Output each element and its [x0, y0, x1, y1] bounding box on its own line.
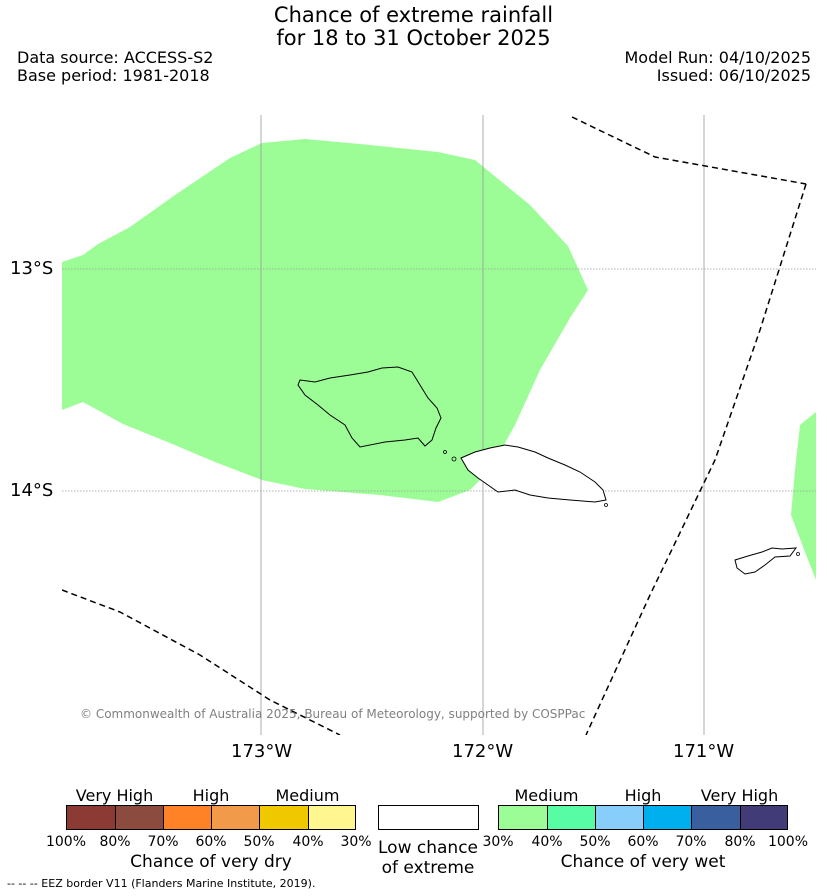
dry-tick: 50% [243, 834, 275, 850]
eez-border-note: -- -- -- EEZ border V11 (Flanders Marine… [7, 877, 316, 890]
wet-swatch-80-100 [740, 805, 788, 830]
islet-aunuu [796, 552, 800, 556]
issued-date: Issued: 06/10/2025 [656, 66, 811, 85]
island-tutuila [734, 547, 798, 575]
dry-tick: 100% [45, 834, 87, 850]
copyright-notice: © Commonwealth of Australia 2025, Bureau… [80, 707, 586, 721]
dry-swatch-40-30 [308, 805, 356, 830]
wet-swatch-60-70 [643, 805, 692, 830]
lon-label-171w: 171°W [673, 741, 735, 762]
wet-swatch-30-40 [498, 805, 548, 830]
map-title-line1: Chance of extreme rainfall [273, 3, 554, 27]
eez-border-north [571, 116, 807, 185]
island-upolu [460, 444, 607, 503]
wet-tick: 60% [627, 834, 659, 850]
dry-category-medium: Medium [275, 786, 340, 805]
wet-tick: 50% [579, 834, 611, 850]
dry-tick: 30% [340, 834, 372, 850]
map-title-line2: for 18 to 31 October 2025 [276, 26, 551, 50]
lat-label-14s: 14°S [10, 480, 54, 501]
dry-tick: 70% [147, 834, 179, 850]
wet-tick: 40% [531, 834, 563, 850]
dry-swatch-60-50 [211, 805, 260, 830]
low-chance-label-line1: Low chance [378, 838, 478, 858]
dry-swatch-50-40 [259, 805, 309, 830]
wet-category-medium: Medium [514, 786, 579, 805]
low-chance-label-line2: of extreme [381, 858, 475, 878]
wet-tick: 100% [767, 834, 809, 850]
islet-east-upolu [604, 503, 608, 507]
wet-category-high: High [624, 786, 662, 805]
dry-swatch-100-80 [66, 805, 116, 830]
wet-tick: 80% [724, 834, 756, 850]
wet-region-east [791, 412, 816, 580]
wet-tick: 30% [482, 834, 514, 850]
map [62, 115, 816, 735]
dry-category-very-high: Very High [75, 786, 154, 805]
dry-legend-label: Chance of very dry [130, 852, 292, 872]
wet-tick: 70% [675, 834, 707, 850]
wet-swatch-50-60 [595, 805, 644, 830]
wet-swatch-40-50 [547, 805, 596, 830]
islet-manono [451, 456, 457, 462]
data-source: Data source: ACCESS-S2 [17, 48, 214, 67]
lat-label-13s: 13°S [10, 258, 54, 279]
eez-border-southwest [62, 589, 341, 735]
dry-tick: 40% [292, 834, 324, 850]
wet-category-very-high: Very High [700, 786, 779, 805]
dry-tick: 80% [99, 834, 131, 850]
base-period: Base period: 1981-2018 [17, 66, 210, 85]
islet-apolima [443, 450, 447, 454]
model-run: Model Run: 04/10/2025 [624, 48, 812, 67]
lon-label-172w: 172°W [452, 741, 514, 762]
dry-category-high: High [192, 786, 230, 805]
low-chance-swatch [378, 805, 479, 830]
lon-label-173w: 173°W [231, 741, 293, 762]
wet-region-main [62, 139, 588, 502]
wet-swatch-70-80 [691, 805, 741, 830]
eez-border-east [585, 183, 807, 735]
island-savaii [297, 366, 442, 448]
dry-swatch-80-70 [115, 805, 164, 830]
dry-tick: 60% [195, 834, 227, 850]
wet-legend-label: Chance of very wet [560, 852, 726, 872]
dry-swatch-70-60 [163, 805, 212, 830]
